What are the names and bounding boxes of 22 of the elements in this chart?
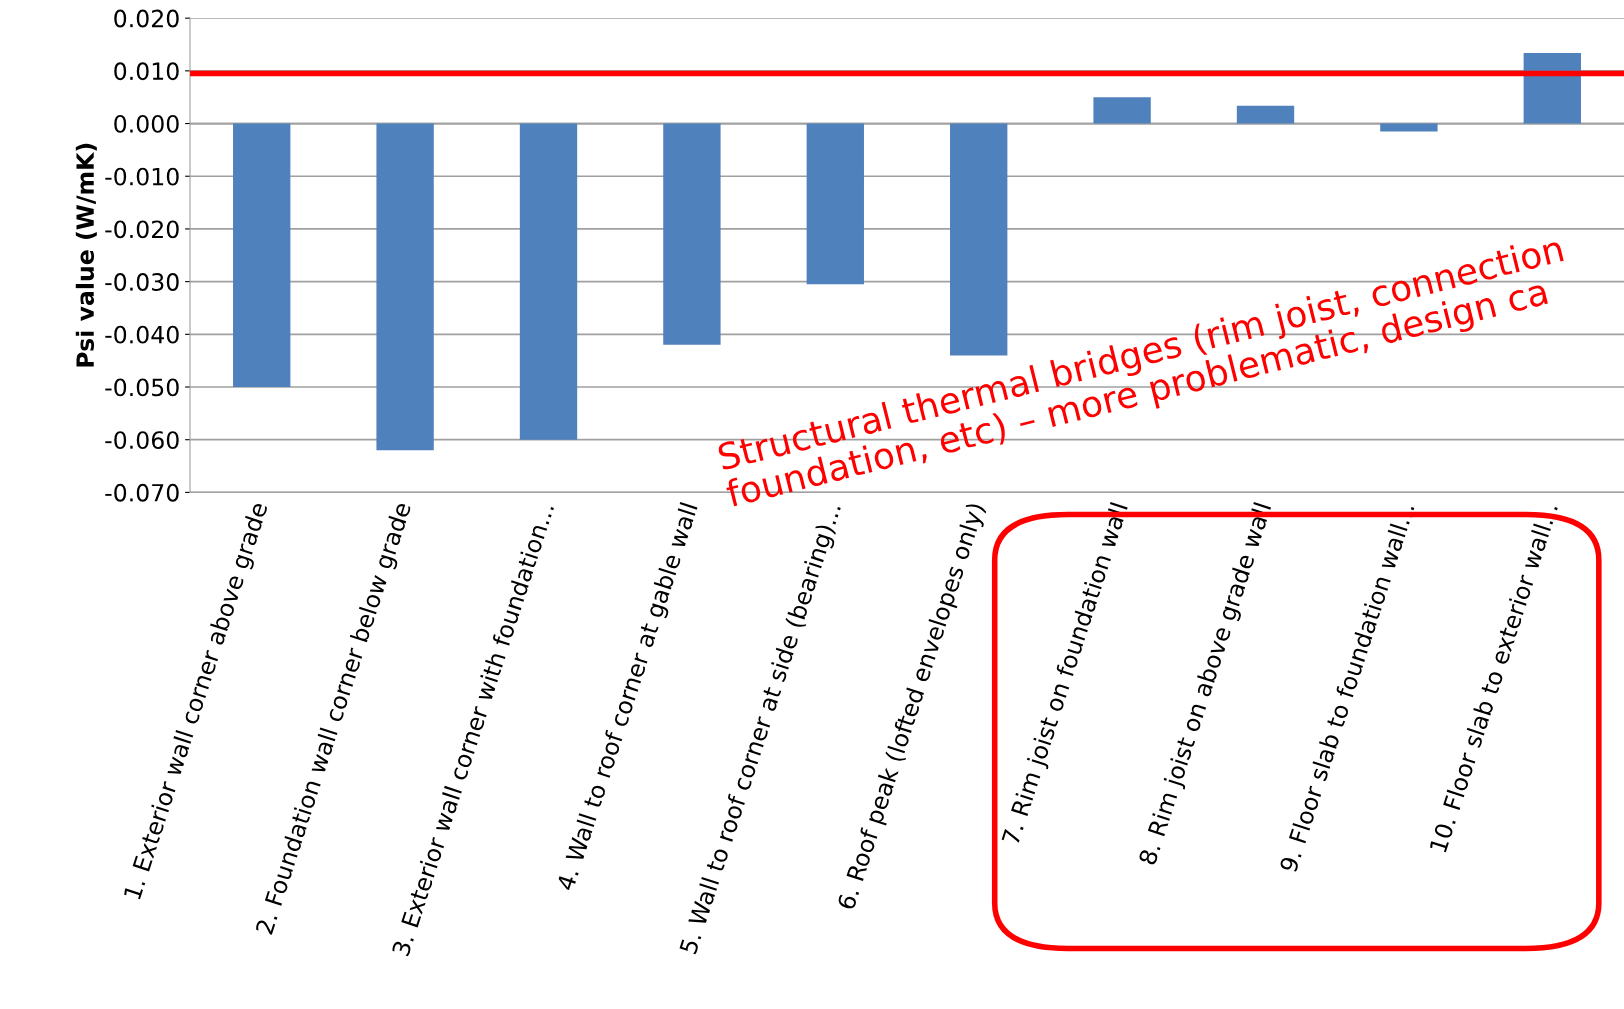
bar xyxy=(233,123,291,388)
bar xyxy=(806,123,864,285)
bar xyxy=(1380,123,1438,132)
y-tick-label: -0.030 xyxy=(105,273,179,291)
y-axis-title: Psi value (W/mK) xyxy=(75,143,97,367)
y-tick-label: -0.050 xyxy=(105,378,179,397)
bar xyxy=(1523,52,1581,124)
bar xyxy=(519,123,578,440)
bar xyxy=(376,123,434,451)
y-tick-label: 0.000 xyxy=(114,114,179,133)
x-tick-label: 10. Floor slab to exterior wall... xyxy=(1428,502,1559,853)
bar xyxy=(1236,105,1295,124)
y-tick-label: -0.010 xyxy=(105,167,179,186)
bar xyxy=(663,123,721,345)
y-tick-label: 0.020 xyxy=(114,9,179,28)
bar xyxy=(1093,97,1151,124)
bar xyxy=(950,123,1008,356)
y-tick-label: 0.010 xyxy=(114,62,179,81)
y-tick-label: -0.020 xyxy=(105,220,179,239)
y-tick-label: -0.070 xyxy=(105,483,179,502)
y-tick-label: -0.060 xyxy=(105,431,179,450)
y-tick-label: -0.040 xyxy=(105,325,179,344)
